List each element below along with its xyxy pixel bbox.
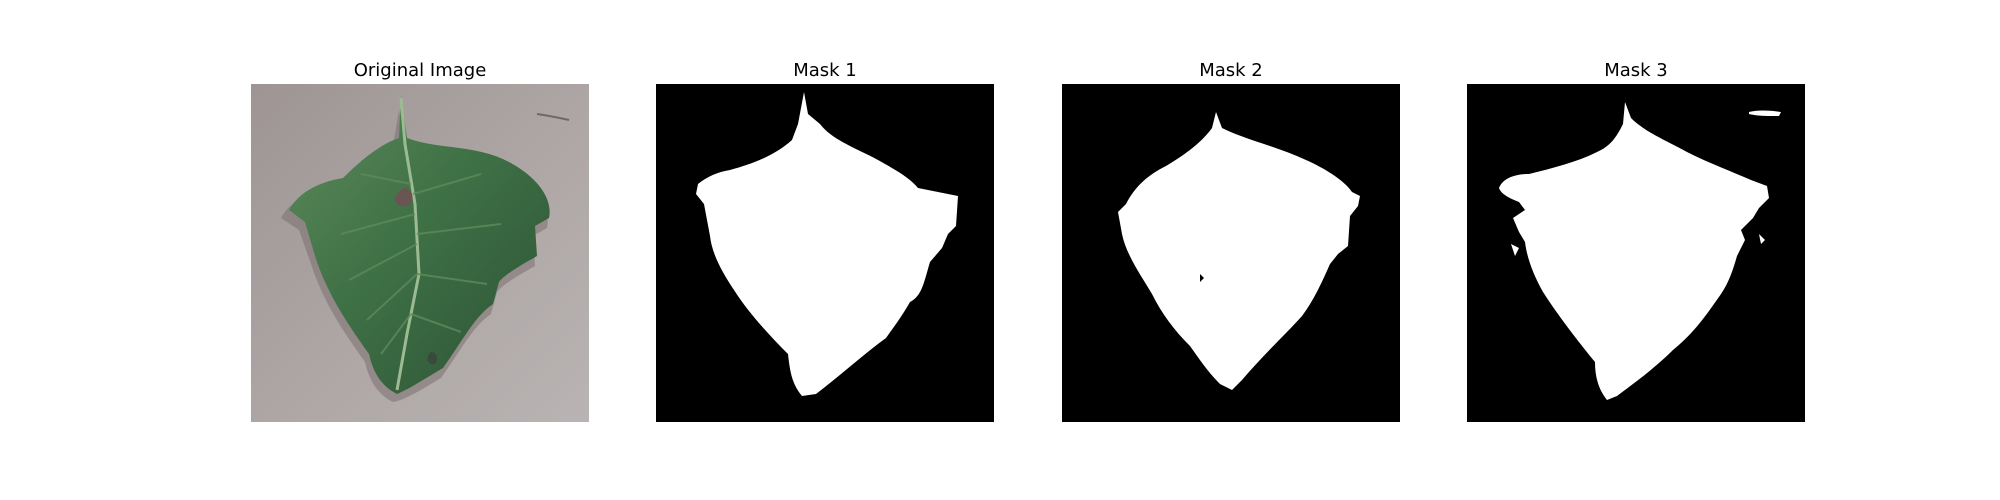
paper-mark — [536, 113, 570, 121]
leaf-veins — [340, 173, 502, 355]
leaf-midrib — [395, 97, 421, 391]
leaf-hole — [395, 188, 413, 207]
original-leaf-photo — [251, 84, 589, 422]
mask-2-foreground — [1118, 112, 1360, 390]
mask-3-image — [1467, 84, 1805, 422]
mask-3-title: Mask 3 — [1604, 60, 1668, 81]
leaf-spot — [427, 352, 438, 365]
mask-3-fragment-right — [1759, 234, 1765, 244]
mask-2-speck — [1200, 274, 1204, 282]
mask-2-title: Mask 2 — [1199, 60, 1263, 81]
mask-1-panel: Mask 1 — [656, 57, 994, 422]
mask-3-foreground — [1499, 102, 1769, 400]
mask-3-fragment-top — [1749, 110, 1781, 116]
original-image-title: Original Image — [353, 60, 487, 81]
mask-3-fragment-left — [1511, 244, 1519, 256]
leaf-blade — [289, 96, 550, 394]
mask-3-panel: Mask 3 — [1467, 57, 1805, 422]
mask-2-image — [1062, 84, 1400, 422]
mask-1-foreground — [696, 92, 958, 396]
mask-1-title: Mask 1 — [793, 60, 857, 81]
mask-2-panel: Mask 2 — [1062, 57, 1400, 422]
mask-1-image — [656, 84, 994, 422]
original-image-panel: Original Image — [251, 57, 589, 422]
mask-1-fragment — [938, 232, 946, 244]
